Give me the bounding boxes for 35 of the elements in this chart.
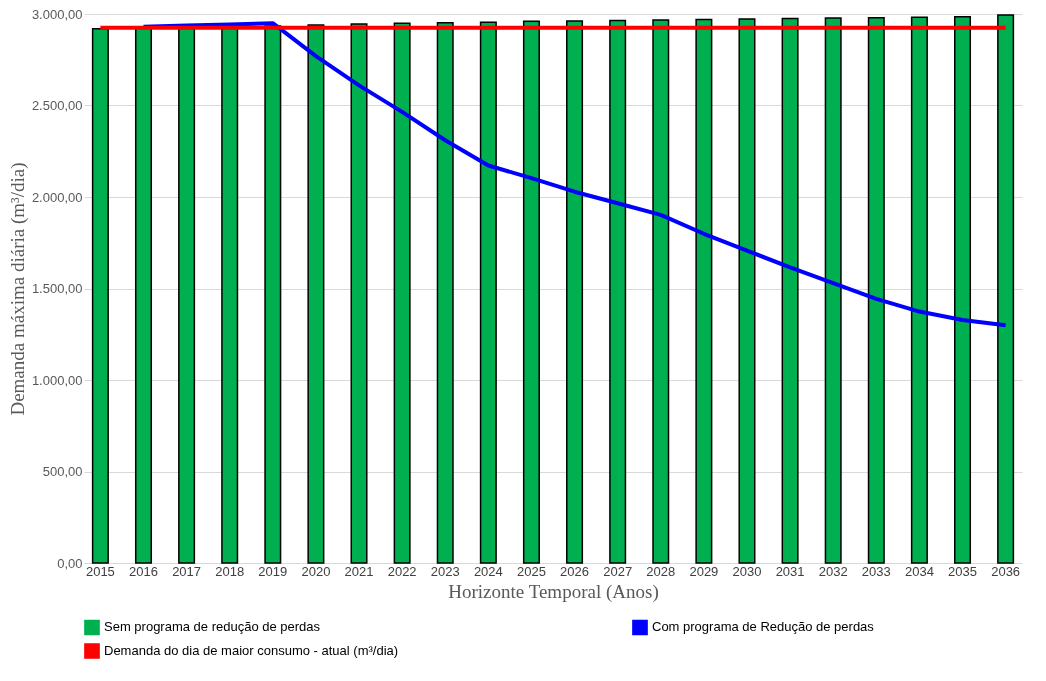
x-tick-label: 2018	[215, 563, 245, 579]
x-tick-label: 2032	[818, 563, 848, 579]
y-tick-label: 1.000,00	[31, 372, 83, 388]
legend-label: Demanda do dia de maior consumo - atual (m³/dia)	[104, 643, 399, 658]
legend-label: Sem programa de redução de perdas	[104, 619, 321, 635]
x-tick-label: 2035	[948, 563, 977, 579]
legend-label: Com programa de Redução de perdas	[652, 619, 875, 635]
x-tick-label: 2029	[689, 563, 719, 579]
x-tick-label: 2020	[301, 563, 331, 579]
line-series	[141, 21, 1008, 328]
y-tick-label: 0,00	[57, 555, 83, 571]
y-tick-label: 1.500,00	[31, 281, 83, 296]
x-axis-title: Horizonte Temporal (Anos)	[448, 580, 659, 603]
x-tick-label: 2016	[129, 563, 158, 579]
x-tick-label: 2030	[732, 563, 762, 579]
x-tick-label: 2023	[430, 563, 460, 579]
y-tick-label: 2.000,00	[31, 189, 83, 205]
x-tick-label: 2031	[775, 563, 805, 579]
x-tick-label: 2034	[904, 563, 934, 579]
x-tick-label: 2036	[991, 563, 1021, 579]
y-tick-label: 3.000,00	[31, 6, 83, 22]
x-tick-label: 2028	[646, 563, 676, 579]
x-tick-label: 2026	[560, 563, 590, 579]
x-tick-label: 2022	[387, 563, 417, 579]
x-tick-label: 2033	[861, 563, 891, 579]
x-tick-label: 2015	[85, 563, 115, 579]
y-tick-label: 2.500,00	[31, 98, 83, 113]
x-tick-label: 2021	[344, 563, 374, 579]
x-tick-label: 2024	[473, 563, 503, 579]
x-tick-label: 2027	[603, 563, 633, 579]
x-tick-label: 2019	[258, 563, 288, 579]
y-axis-title: Demanda máxima diária (m³/dia)	[6, 162, 29, 416]
x-tick-label: 2025	[516, 563, 546, 579]
y-tick-label: 500,00	[42, 464, 83, 479]
x-tick-label: 2017	[172, 563, 202, 579]
